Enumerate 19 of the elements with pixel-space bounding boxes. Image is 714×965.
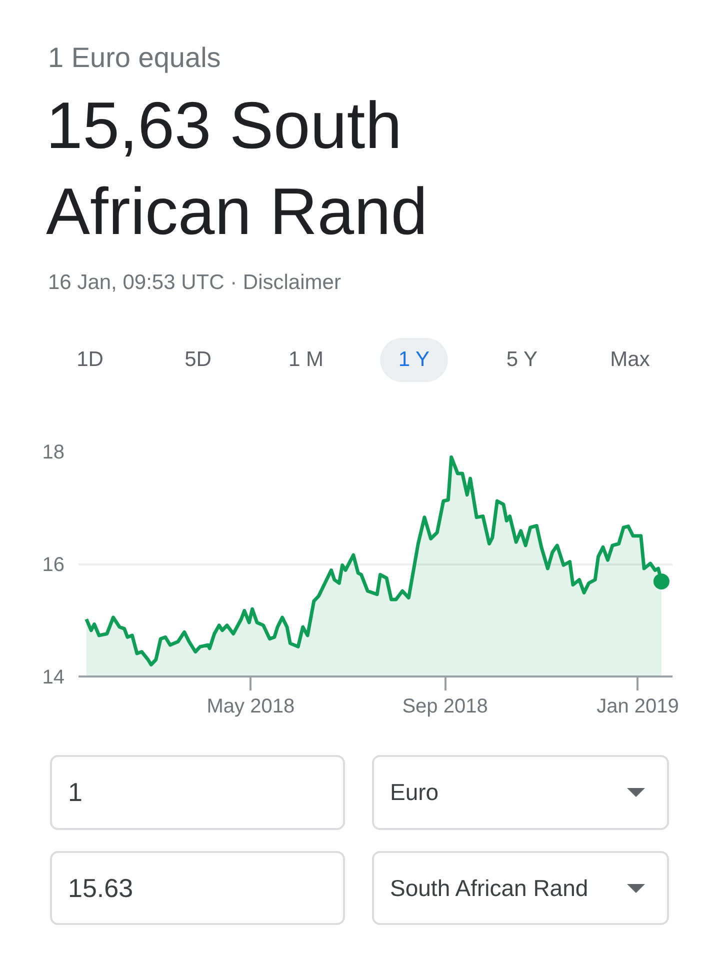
text: 1D: [76, 347, 104, 373]
text: 15.63: [68, 872, 134, 905]
y-tick-label: 16: [42, 554, 65, 576]
text: South African Rand: [390, 874, 588, 903]
y-tick-label: 14: [42, 666, 65, 688]
text: 1: [68, 776, 82, 809]
text: Euro: [390, 778, 439, 807]
text: 16 Jan, 09:53 UTC · Disclaimer: [48, 270, 341, 296]
text: 5D: [184, 347, 212, 373]
x-tick-label: Sep 2018: [402, 696, 488, 718]
chart-title: 1 Euro equals: [48, 41, 221, 75]
text: Max: [609, 347, 651, 373]
text: 5 Y: [505, 347, 539, 373]
text: 1 M: [287, 347, 324, 373]
chart-subtitle: 15,63 South African Rand: [46, 87, 429, 250]
x-tick-label: May 2018: [206, 696, 295, 718]
y-tick-label: 18: [42, 442, 65, 464]
x-tick-label: Jan 2019: [596, 696, 679, 718]
text: 1 Y: [380, 338, 448, 382]
